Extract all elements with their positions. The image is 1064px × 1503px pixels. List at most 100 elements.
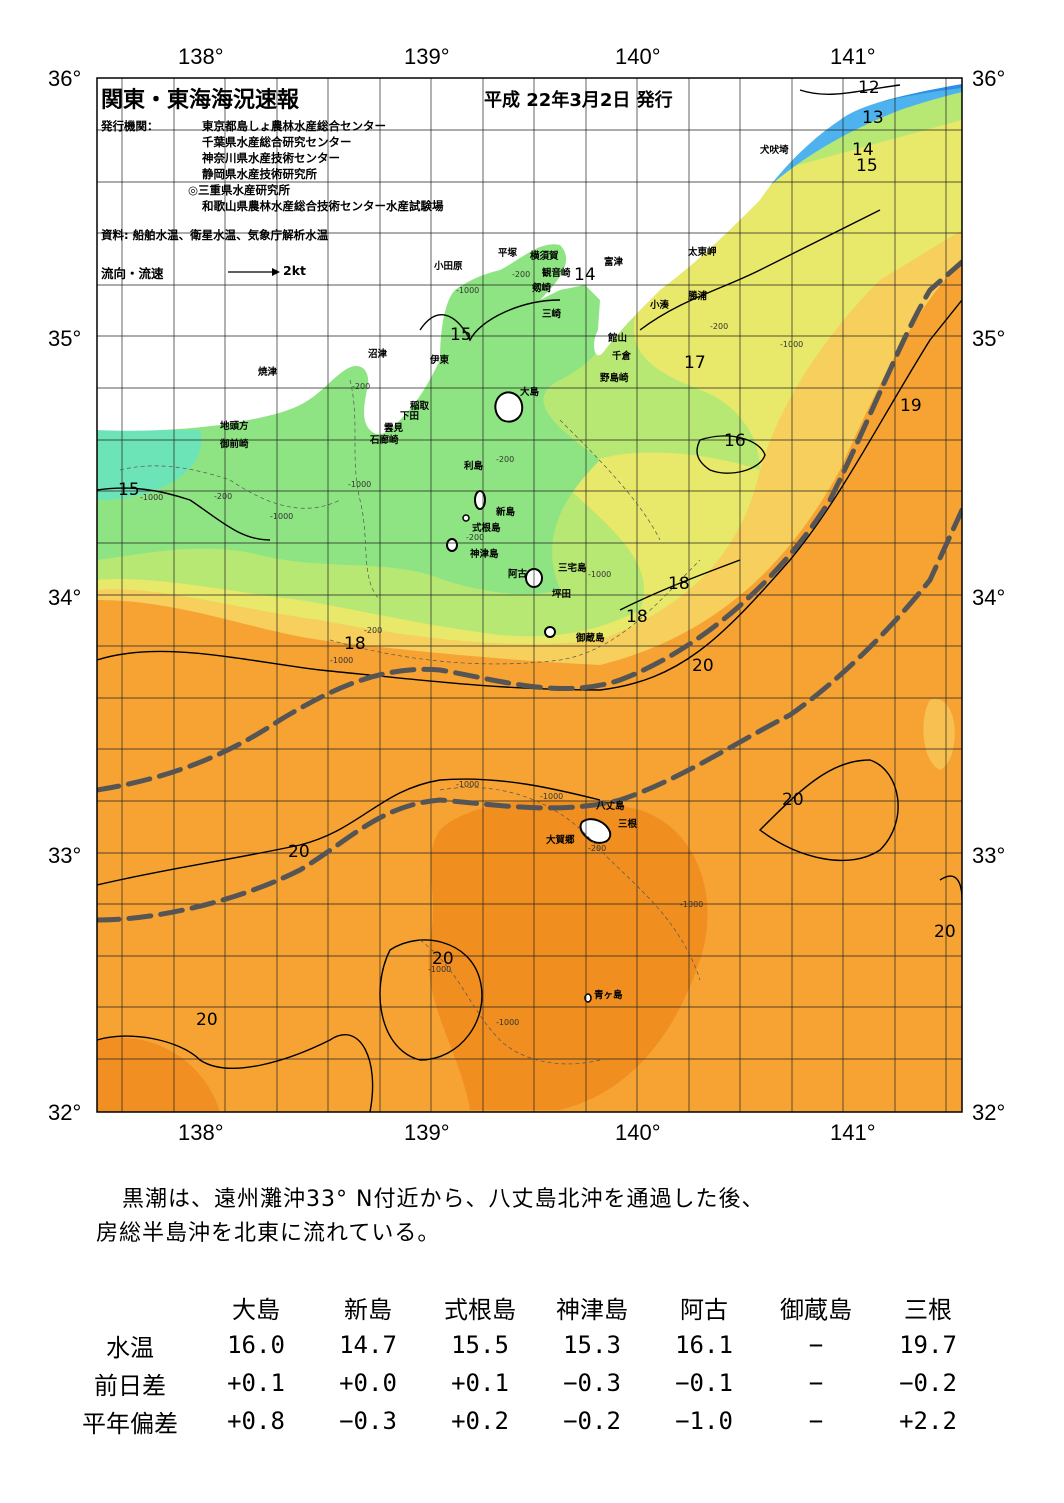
place-label: 式根島 bbox=[472, 523, 501, 534]
lat-label-36-left: 36° bbox=[48, 66, 82, 91]
isotherm-label: 20 bbox=[196, 1010, 218, 1030]
place-label: 犬吠埼 bbox=[760, 145, 789, 156]
flow-legend-label: 流向・流速 bbox=[101, 266, 164, 281]
isotherm-label: 15 bbox=[450, 325, 472, 345]
isotherm-lines bbox=[97, 84, 962, 1112]
place-label: 焼津 bbox=[258, 367, 278, 378]
lat-label-35-left: 35° bbox=[48, 326, 82, 351]
warm-core-patch bbox=[428, 799, 708, 1110]
place-label: 新島 bbox=[496, 507, 516, 518]
place-label: 三根 bbox=[618, 819, 638, 830]
kuroshio-summary: 黒潮は、遠州灘沖33° N付近から、八丈島北沖を通過した後、 房総半島沖を北東に… bbox=[96, 1183, 764, 1251]
isotherm-label: 20 bbox=[782, 790, 804, 810]
depth-label: -1000 bbox=[348, 480, 372, 489]
isotherm-label: 18 bbox=[668, 574, 690, 594]
isotherm-label: 17 bbox=[684, 353, 706, 373]
depth-label: -1000 bbox=[540, 792, 564, 801]
column-header: 神津島 bbox=[556, 1295, 628, 1324]
issuer-item: 千葉県水産総合研究センター bbox=[202, 135, 352, 149]
aogashima-island bbox=[584, 993, 592, 1003]
niijima-island bbox=[474, 490, 486, 510]
issuer-item: 和歌山県農林水産総合技術センター水産試験場 bbox=[202, 199, 444, 213]
place-label: 青ヶ島 bbox=[594, 990, 623, 1001]
issuer-label: 発行機関： bbox=[101, 119, 159, 133]
map-frame bbox=[96, 77, 963, 1113]
isotherm-label: 20 bbox=[692, 656, 714, 676]
table-cell: +2.2 bbox=[899, 1407, 957, 1435]
depth-label: -200 bbox=[512, 270, 531, 279]
table-header-row: 大島 新島 式根島 神津島 阿古 御蔵島 三根 bbox=[60, 1288, 984, 1326]
depth-label: -1000 bbox=[496, 1018, 520, 1027]
place-label: 千倉 bbox=[612, 351, 632, 362]
place-label: 太東岬 bbox=[688, 247, 717, 258]
isotherm-label: 20 bbox=[288, 842, 310, 862]
table-cell: +0.0 bbox=[339, 1369, 397, 1397]
table-cell: −0.2 bbox=[899, 1369, 957, 1397]
table-cell: +0.8 bbox=[227, 1407, 285, 1435]
table-cell: 16.1 bbox=[675, 1331, 733, 1359]
lat-label-34-right: 34° bbox=[972, 585, 1006, 610]
issuer-item: ◎三重県水産研究所 bbox=[188, 183, 291, 197]
depth-label: -200 bbox=[496, 455, 515, 464]
isotherm-label: 16 bbox=[724, 431, 746, 451]
lon-label-139-bottom: 139° bbox=[404, 1120, 450, 1145]
table-cell: − bbox=[808, 1407, 824, 1435]
place-label: 小田原 bbox=[434, 261, 463, 272]
graticule bbox=[97, 78, 962, 1112]
table-cell: −0.3 bbox=[339, 1407, 397, 1435]
place-label: 勝浦 bbox=[688, 291, 708, 302]
depth-label: -200 bbox=[364, 626, 383, 635]
place-label: 三崎 bbox=[542, 309, 562, 320]
lon-label-138-top: 138° bbox=[178, 44, 224, 69]
place-label: 神津島 bbox=[470, 549, 499, 560]
lat-label-32-right: 32° bbox=[972, 1100, 1006, 1125]
lat-label-32-left: 32° bbox=[48, 1100, 82, 1125]
depth-label: -1000 bbox=[588, 570, 612, 579]
column-header: 三根 bbox=[904, 1295, 952, 1324]
row-header: 前日差 bbox=[94, 1371, 166, 1400]
place-label: 地頭方 bbox=[220, 421, 249, 432]
isotherm-label: 15 bbox=[118, 480, 140, 500]
issue-date: 平成 22年3月2日 発行 bbox=[484, 90, 673, 111]
table-cell: +0.1 bbox=[451, 1369, 509, 1397]
lon-label-139-top: 139° bbox=[404, 44, 450, 69]
issuer-item: 静岡県水産技術研究所 bbox=[202, 167, 317, 181]
isotherm-label: 19 bbox=[900, 396, 922, 416]
depth-label: -1000 bbox=[140, 493, 164, 502]
lon-label-140-top: 140° bbox=[615, 44, 661, 69]
lat-label-35-right: 35° bbox=[972, 326, 1006, 351]
lat-label-33-left: 33° bbox=[48, 843, 82, 868]
table-row: 水温 16.0 14.7 15.5 15.3 16.1 − 19.7 bbox=[60, 1326, 984, 1364]
place-label: 下田 bbox=[400, 411, 420, 422]
issuer-list: 東京都島しょ農林水産総合センター 千葉県水産総合研究センター 神奈川県水産技術セ… bbox=[188, 118, 444, 214]
isotherm-label: 18 bbox=[626, 607, 648, 627]
lat-label-33-right: 33° bbox=[972, 843, 1006, 868]
depth-label: -200 bbox=[588, 844, 607, 853]
depth-label: -1000 bbox=[330, 656, 354, 665]
place-label: 沼津 bbox=[368, 349, 388, 360]
place-label: 横須賀 bbox=[530, 251, 559, 262]
lon-label-141-top: 141° bbox=[830, 44, 876, 69]
sea-temperature-map: 138° 139° 140° 141° 138° 139° 140° 141° … bbox=[48, 44, 1006, 1145]
place-label: 野島崎 bbox=[600, 373, 629, 384]
place-label: 剱崎 bbox=[532, 283, 552, 294]
issuer-item: 東京都島しょ農林水産総合センター bbox=[202, 119, 386, 133]
place-label: 富津 bbox=[604, 257, 624, 268]
place-label: 坪田 bbox=[552, 589, 572, 600]
place-label: 観音崎 bbox=[542, 268, 571, 279]
table-cell: −0.1 bbox=[675, 1369, 733, 1397]
depth-label: -200 bbox=[352, 382, 371, 391]
place-label: 御前崎 bbox=[220, 439, 249, 450]
isotherm-label: 14 bbox=[574, 265, 596, 285]
kuroshio-axis bbox=[97, 259, 962, 923]
table-row: 平年偏差 +0.8 −0.3 +0.2 −0.2 −1.0 − +2.2 bbox=[60, 1402, 984, 1440]
depth-contours bbox=[119, 379, 701, 1065]
place-label: 御蔵島 bbox=[576, 633, 605, 644]
column-header: 御蔵島 bbox=[780, 1295, 852, 1324]
place-label: 小湊 bbox=[650, 300, 670, 311]
oshima-island bbox=[494, 391, 524, 423]
isotherm-label: 13 bbox=[862, 108, 884, 128]
place-label: 利島 bbox=[464, 461, 484, 472]
column-header: 式根島 bbox=[444, 1295, 516, 1324]
depth-label: -1000 bbox=[780, 340, 804, 349]
